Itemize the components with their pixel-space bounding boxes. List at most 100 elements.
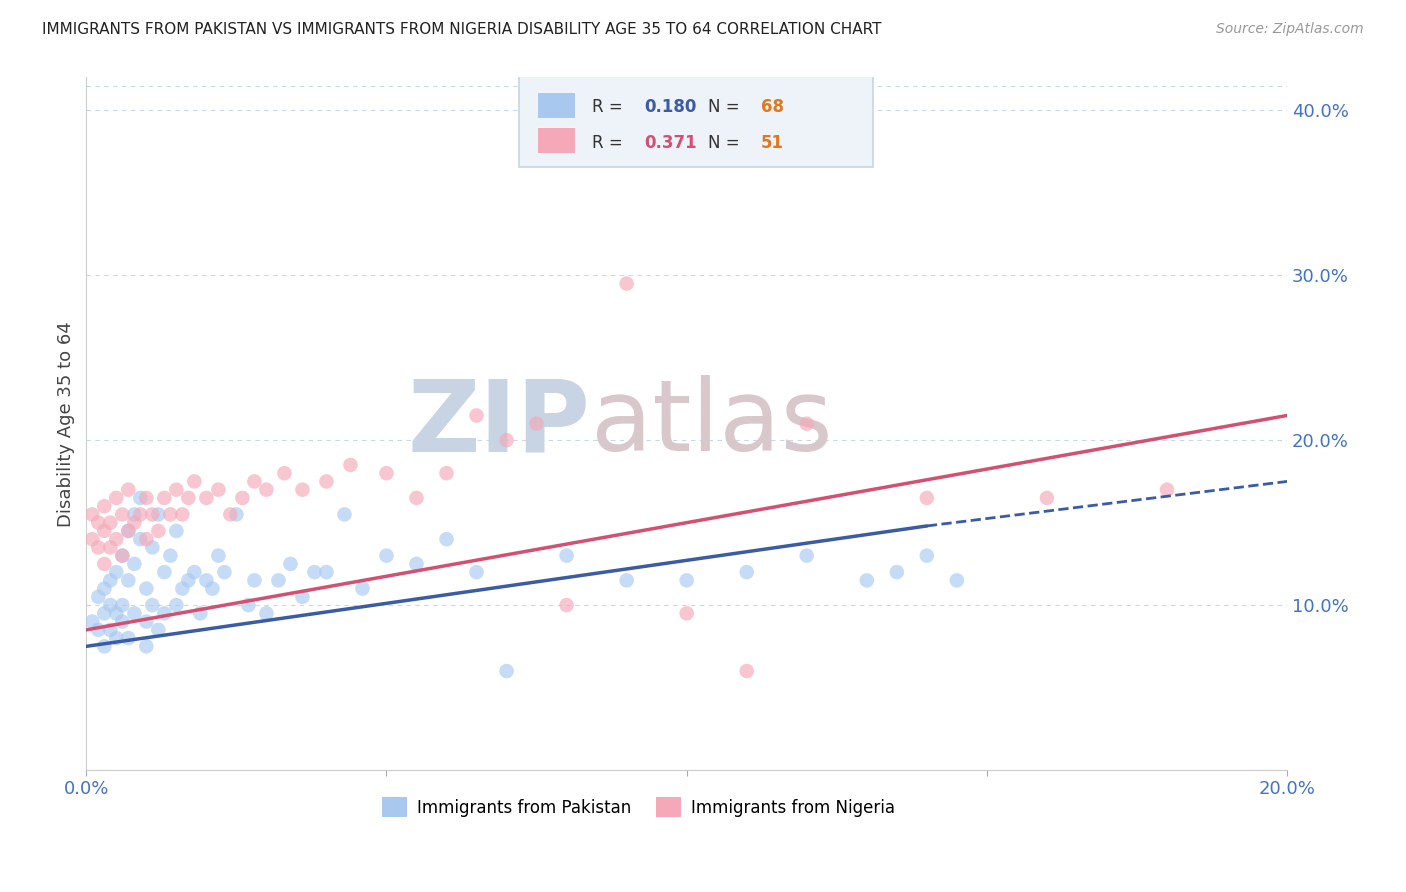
Point bbox=[111, 598, 134, 612]
Point bbox=[405, 557, 427, 571]
Point bbox=[105, 607, 128, 621]
Point bbox=[315, 565, 337, 579]
Text: ZIP: ZIP bbox=[408, 376, 591, 472]
Point bbox=[195, 491, 218, 505]
Point bbox=[135, 532, 157, 546]
Point bbox=[141, 598, 163, 612]
Point bbox=[225, 508, 247, 522]
Point bbox=[105, 491, 128, 505]
Point bbox=[315, 475, 337, 489]
Point bbox=[98, 598, 121, 612]
Point bbox=[135, 640, 157, 654]
Point bbox=[219, 508, 242, 522]
Point bbox=[111, 549, 134, 563]
Point bbox=[436, 466, 458, 480]
Point bbox=[93, 607, 115, 621]
Point bbox=[159, 549, 181, 563]
Point bbox=[207, 549, 229, 563]
Point bbox=[291, 590, 314, 604]
Point bbox=[117, 483, 139, 497]
Point bbox=[87, 590, 110, 604]
Text: 51: 51 bbox=[761, 134, 785, 153]
Point bbox=[159, 508, 181, 522]
Point bbox=[190, 607, 212, 621]
Point bbox=[273, 466, 295, 480]
Point bbox=[1036, 491, 1059, 505]
Point bbox=[280, 557, 302, 571]
Point bbox=[82, 508, 104, 522]
Point bbox=[93, 640, 115, 654]
Text: IMMIGRANTS FROM PAKISTAN VS IMMIGRANTS FROM NIGERIA DISABILITY AGE 35 TO 64 CORR: IMMIGRANTS FROM PAKISTAN VS IMMIGRANTS F… bbox=[42, 22, 882, 37]
Point bbox=[141, 541, 163, 555]
Point bbox=[177, 491, 200, 505]
Point bbox=[82, 532, 104, 546]
Text: N =: N = bbox=[709, 98, 745, 116]
Point bbox=[124, 557, 146, 571]
Point bbox=[495, 664, 517, 678]
Point bbox=[98, 516, 121, 530]
Point bbox=[616, 277, 638, 291]
Point bbox=[98, 541, 121, 555]
Point bbox=[796, 417, 818, 431]
Point bbox=[375, 549, 398, 563]
Point bbox=[129, 508, 152, 522]
Point bbox=[735, 565, 758, 579]
Point bbox=[105, 631, 128, 645]
Point bbox=[87, 541, 110, 555]
Point bbox=[254, 483, 277, 497]
Point bbox=[117, 631, 139, 645]
Point bbox=[436, 532, 458, 546]
Point bbox=[856, 574, 879, 588]
Text: N =: N = bbox=[709, 134, 745, 153]
Text: Source: ZipAtlas.com: Source: ZipAtlas.com bbox=[1216, 22, 1364, 37]
Point bbox=[172, 582, 194, 596]
Point bbox=[124, 516, 146, 530]
Point bbox=[153, 491, 176, 505]
Text: R =: R = bbox=[592, 98, 628, 116]
Point bbox=[555, 598, 578, 612]
Text: 0.180: 0.180 bbox=[645, 98, 697, 116]
Y-axis label: Disability Age 35 to 64: Disability Age 35 to 64 bbox=[58, 321, 75, 526]
Point bbox=[148, 524, 170, 538]
Point bbox=[105, 565, 128, 579]
Point bbox=[207, 483, 229, 497]
FancyBboxPatch shape bbox=[537, 127, 575, 153]
Point bbox=[124, 508, 146, 522]
Point bbox=[105, 532, 128, 546]
Point bbox=[465, 565, 488, 579]
Point bbox=[183, 565, 205, 579]
Point bbox=[177, 574, 200, 588]
FancyBboxPatch shape bbox=[519, 67, 873, 168]
Point bbox=[375, 466, 398, 480]
Point bbox=[93, 557, 115, 571]
Point bbox=[796, 549, 818, 563]
Point bbox=[526, 417, 548, 431]
Point bbox=[616, 574, 638, 588]
Point bbox=[352, 582, 374, 596]
Point bbox=[135, 615, 157, 629]
Point bbox=[243, 475, 266, 489]
Point bbox=[93, 582, 115, 596]
Point bbox=[93, 524, 115, 538]
Legend: Immigrants from Pakistan, Immigrants from Nigeria: Immigrants from Pakistan, Immigrants fro… bbox=[375, 790, 901, 824]
Text: atlas: atlas bbox=[591, 376, 832, 472]
Point bbox=[675, 607, 697, 621]
Point bbox=[117, 574, 139, 588]
Point bbox=[165, 598, 187, 612]
Point bbox=[214, 565, 236, 579]
Point bbox=[465, 409, 488, 423]
Point bbox=[495, 434, 517, 448]
Point bbox=[183, 475, 205, 489]
Point bbox=[1156, 483, 1178, 497]
Text: 68: 68 bbox=[761, 98, 785, 116]
Point bbox=[304, 565, 326, 579]
Point bbox=[231, 491, 253, 505]
Point bbox=[555, 549, 578, 563]
Text: 0.371: 0.371 bbox=[645, 134, 697, 153]
Point bbox=[405, 491, 427, 505]
Point bbox=[93, 499, 115, 513]
Point bbox=[111, 615, 134, 629]
Point bbox=[333, 508, 356, 522]
Point bbox=[111, 508, 134, 522]
Point bbox=[153, 607, 176, 621]
